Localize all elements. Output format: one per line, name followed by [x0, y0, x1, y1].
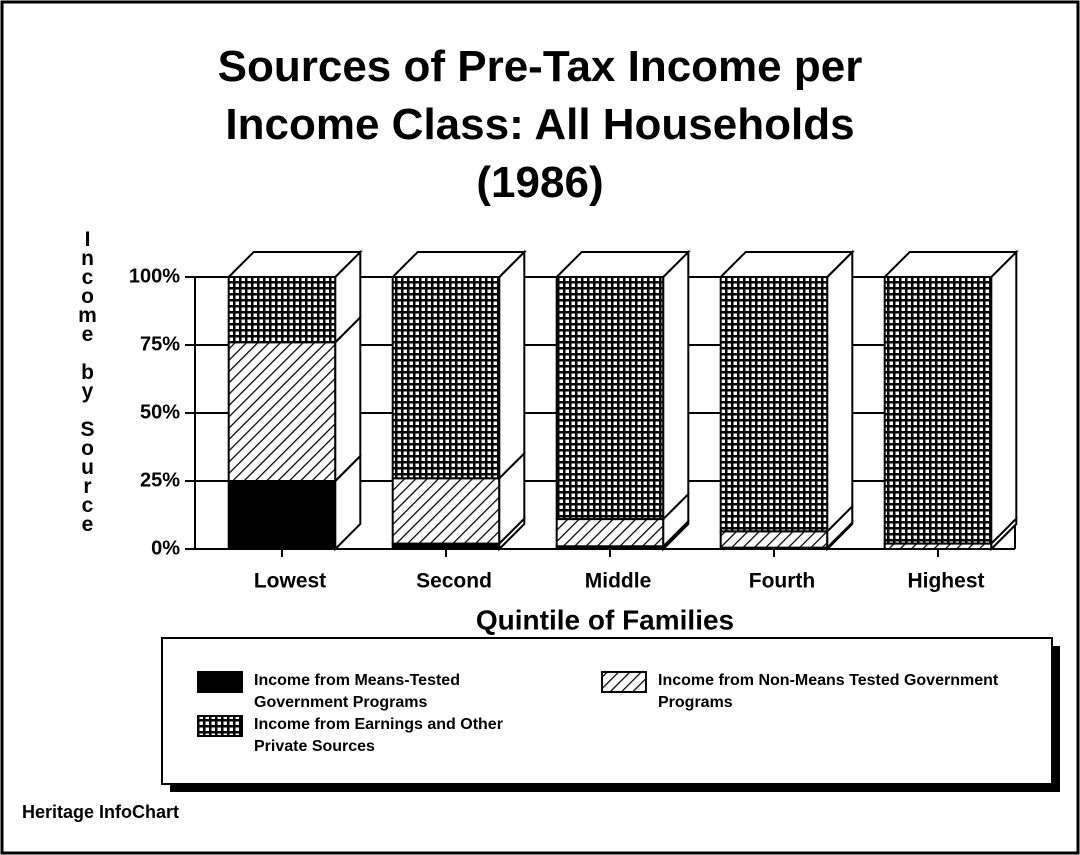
chart-title: Sources of Pre-Tax Income per Income Cla… [217, 42, 863, 207]
legend-text-box: Income from Earnings and Other Private S… [254, 716, 503, 755]
legend-swatch [197, 671, 243, 693]
y-label-box: Income by Source [76, 228, 99, 532]
legend-label: Income from Non-Means Tested Government … [658, 672, 999, 711]
bar-top [226, 251, 363, 278]
bar-side [990, 249, 1018, 546]
y-tick-label: 100% [129, 265, 180, 287]
title-box: Sources of Pre-Tax Income per Income Cla… [217, 42, 863, 207]
bar-segment [555, 518, 665, 548]
bar-segment [883, 276, 993, 545]
y-tick-label: 50% [140, 401, 180, 423]
bar-segment [391, 276, 501, 480]
bar-side [498, 249, 526, 481]
x-tick-label: Middle [585, 570, 652, 593]
legend-text-box: Income from Non-Means Tested Government … [658, 672, 999, 711]
x-tick-label: Lowest [254, 570, 326, 593]
source-note: Heritage InfoChart [22, 802, 179, 822]
bar-side [826, 249, 854, 534]
legend-swatch [197, 715, 243, 737]
bar-top [554, 251, 691, 278]
legend-swatch [601, 671, 647, 693]
x-tick-label: Fourth [749, 570, 815, 593]
y-axis-label: Income by Source [76, 228, 99, 532]
bar-top [882, 251, 1019, 278]
bar-side [662, 249, 690, 522]
legend-text-box: Income from Means-Tested Government Prog… [254, 672, 460, 711]
bar-segment [719, 530, 829, 549]
x-axis-label: Quintile of Families [476, 604, 734, 635]
bar-segment [391, 477, 501, 545]
x-tick-label: Second [416, 570, 492, 593]
legend-box [161, 637, 1053, 785]
bar-segment [227, 480, 337, 550]
bar-segment [719, 276, 829, 533]
y-tick-label: 25% [140, 469, 180, 491]
y-tick-label: 0% [151, 537, 180, 559]
bar-side [334, 314, 362, 484]
legend-label: Income from Earnings and Other Private S… [254, 716, 503, 755]
bar-top [390, 251, 527, 278]
bar-segment [227, 276, 337, 344]
y-tick-label: 75% [140, 333, 180, 355]
x-tick-label: Highest [907, 570, 984, 593]
bar-segment [555, 276, 665, 521]
legend-label: Income from Means-Tested Government Prog… [254, 672, 460, 711]
bar-segment [227, 341, 337, 482]
bar-top [718, 251, 855, 278]
